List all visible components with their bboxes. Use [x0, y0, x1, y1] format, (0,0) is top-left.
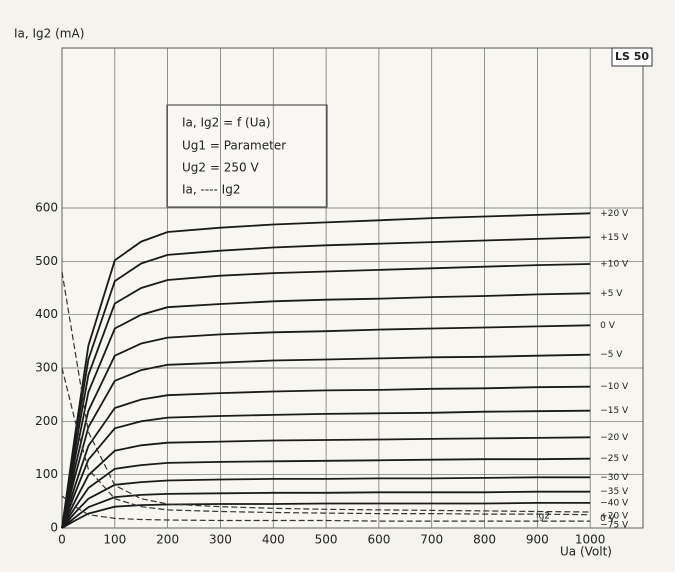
anode-current-curve — [61, 263, 591, 529]
anode-current-curve — [61, 409, 591, 529]
anode-current-curve — [61, 436, 591, 529]
screen-current-curve — [61, 367, 591, 516]
x-tick-label: 300 — [209, 533, 232, 547]
x-tick-label: 600 — [367, 533, 390, 547]
curve-label: +15 V — [600, 233, 629, 243]
x-tick-label: 800 — [473, 533, 496, 547]
curve-label: −40 V — [600, 498, 629, 508]
anode-current-curve — [61, 385, 591, 529]
screen-current-curve — [61, 271, 591, 513]
y-tick-label: 500 — [35, 254, 58, 268]
x-tick-label: 200 — [156, 533, 179, 547]
x-tick-label: 1000 — [575, 533, 606, 547]
curve-label: −75 V — [600, 521, 629, 531]
tube-label-box — [611, 47, 653, 67]
y-tick-label: 600 — [35, 201, 58, 215]
y-tick-label: 400 — [35, 307, 58, 321]
curve-label: −5 V — [600, 350, 623, 360]
anode-current-curve — [61, 476, 591, 529]
screen-current-curve — [61, 495, 591, 522]
legend-box — [166, 104, 328, 208]
legend-line: Ug1 = Parameter — [182, 139, 286, 153]
curve-label: +10 V — [600, 260, 629, 270]
curve-label: +20 V — [600, 512, 629, 522]
y-tick-label: 300 — [35, 361, 58, 375]
curve-label: −10 V — [600, 382, 629, 392]
tube-label: LS 50 — [615, 50, 649, 63]
anode-current-curve — [61, 457, 591, 529]
x-tick-label: 900 — [526, 533, 549, 547]
legend-line: Ia, Ig2 = f (Ua) — [182, 116, 271, 130]
anode-current-curve — [61, 353, 591, 529]
curve-label: +20 V — [600, 209, 629, 219]
curve-label: 0 V — [600, 321, 616, 331]
curve-label: 0 V — [600, 514, 616, 524]
curve-label: −15 V — [600, 406, 629, 416]
y-axis-title: Ia, Ig2 (mA) — [14, 27, 84, 41]
anode-current-curve — [61, 292, 591, 529]
anode-current-curve — [61, 324, 591, 529]
curve-label: −20 V — [600, 433, 629, 443]
curve-label: −30 V — [600, 473, 629, 483]
legend-line: Ia, ---- Ig2 — [182, 183, 240, 197]
anode-current-curve — [61, 501, 591, 529]
y-tick-label: 100 — [35, 467, 58, 481]
x-axis-title: Ua (Volt) — [560, 545, 612, 559]
x-tick-label: 500 — [315, 533, 338, 547]
x-tick-label: 0 — [58, 533, 66, 547]
x-tick-label: 400 — [262, 533, 285, 547]
plot-frame — [61, 47, 644, 529]
y-tick-label: 0 — [50, 521, 58, 535]
curve-label: +5 V — [600, 289, 623, 299]
anode-current-curve — [61, 212, 591, 529]
annotation: Ig2 — [536, 512, 550, 522]
x-tick-label: 100 — [103, 533, 126, 547]
curve-label: −25 V — [600, 454, 629, 464]
y-tick-label: 200 — [35, 414, 58, 428]
anode-current-curve — [61, 236, 591, 529]
anode-current-curve — [61, 490, 591, 529]
x-tick-label: 700 — [420, 533, 443, 547]
curve-label: −35 V — [600, 487, 629, 497]
